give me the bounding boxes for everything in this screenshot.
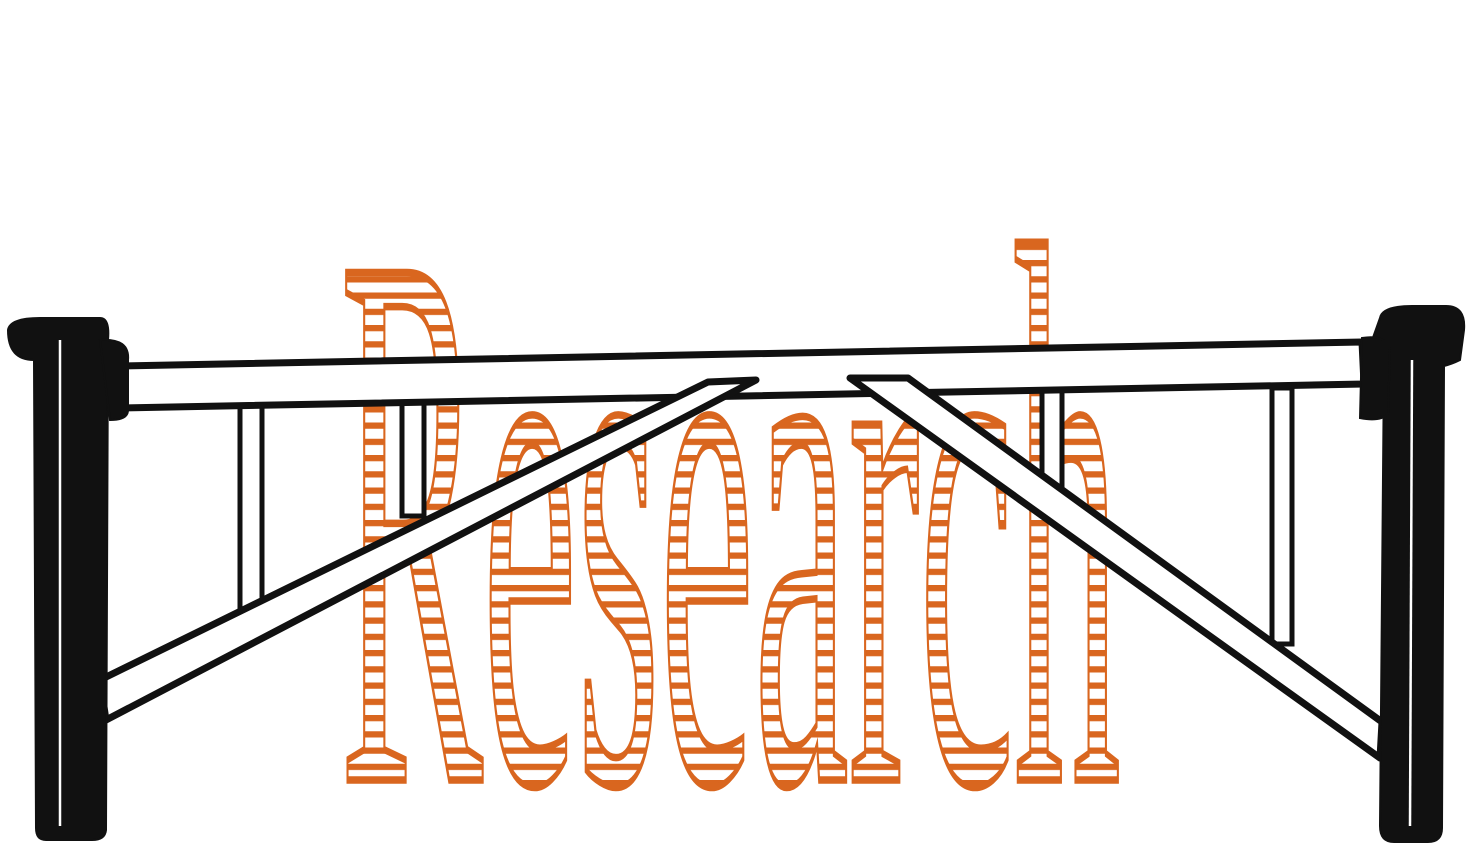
fence-post-right [1358,305,1466,843]
fence-post-left [6,317,130,841]
fence-top-rail [114,338,1368,412]
fence [6,305,1466,843]
